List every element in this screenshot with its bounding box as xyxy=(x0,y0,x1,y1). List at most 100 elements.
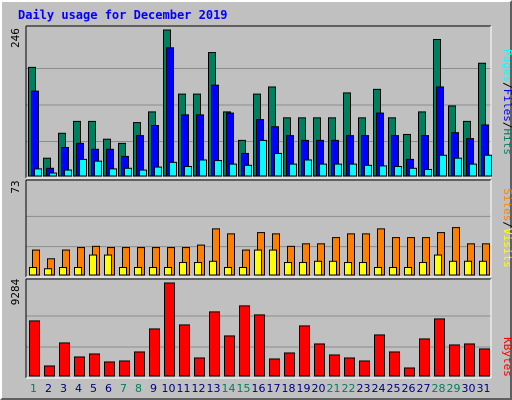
x-tick-label-22: 22 xyxy=(342,382,356,395)
x-tick-label-8: 8 xyxy=(135,382,142,395)
bar-visits-day-2 xyxy=(44,268,52,276)
bar-kbytes-day-8 xyxy=(134,351,145,377)
bar-pages-day-21 xyxy=(334,163,342,177)
x-tick-label-4: 4 xyxy=(75,382,82,395)
bar-visits-day-11 xyxy=(179,262,187,276)
bar-visits-day-15 xyxy=(239,267,247,276)
x-tick-label-10: 10 xyxy=(162,382,176,395)
bar-kbytes-day-20 xyxy=(314,343,325,377)
x-tick-label-13: 13 xyxy=(207,382,221,395)
legend-entry: Pages xyxy=(501,49,512,82)
chart-title: Daily usage for December 2019 xyxy=(18,8,228,22)
x-tick-label-25: 25 xyxy=(387,382,401,395)
bar-visits-day-3 xyxy=(59,267,67,276)
legend-entry: Sites xyxy=(501,188,512,221)
bar-kbytes-day-21 xyxy=(329,354,340,377)
bar-pages-day-6 xyxy=(109,168,117,177)
bar-kbytes-day-28 xyxy=(434,318,445,377)
legend-entry: Visits xyxy=(501,228,512,268)
bar-kbytes-day-31 xyxy=(479,348,490,377)
bar-kbytes-day-4 xyxy=(74,356,85,377)
bar-visits-day-26 xyxy=(404,267,412,276)
bar-visits-day-20 xyxy=(314,260,322,276)
bar-kbytes-day-24 xyxy=(374,334,385,377)
x-tick-label-14: 14 xyxy=(222,382,236,395)
bar-visits-day-29 xyxy=(449,260,457,276)
bar-visits-day-6 xyxy=(104,254,112,276)
x-tick-label-28: 28 xyxy=(432,382,446,395)
bar-kbytes-day-7 xyxy=(119,360,130,377)
bar-kbytes-day-16 xyxy=(254,314,265,377)
bar-pages-day-23 xyxy=(364,164,372,177)
bar-pages-day-20 xyxy=(319,163,327,177)
bar-kbytes-day-6 xyxy=(104,361,115,377)
bar-visits-day-13 xyxy=(209,260,217,276)
bar-visits-day-23 xyxy=(359,262,367,276)
bar-kbytes-day-30 xyxy=(464,343,475,377)
bar-pages-day-30 xyxy=(469,163,477,177)
bar-visits-day-12 xyxy=(194,262,202,276)
legend-entry: Files xyxy=(501,89,512,122)
x-tick-label-24: 24 xyxy=(372,382,386,395)
bar-kbytes-day-26 xyxy=(404,367,415,377)
x-tick-label-2: 2 xyxy=(45,382,52,395)
bar-pages-day-9 xyxy=(154,166,162,177)
x-tick-label-30: 30 xyxy=(462,382,476,395)
bar-pages-day-31 xyxy=(484,154,492,177)
bar-kbytes-day-12 xyxy=(194,357,205,377)
bar-files-day-10 xyxy=(166,47,174,177)
x-tick-label-20: 20 xyxy=(312,382,326,395)
x-tick-label-7: 7 xyxy=(120,382,127,395)
bar-visits-day-25 xyxy=(389,267,397,276)
x-tick-label-12: 12 xyxy=(192,382,206,395)
bar-kbytes-day-17 xyxy=(269,358,280,377)
bar-kbytes-day-15 xyxy=(239,305,250,377)
bar-kbytes-day-11 xyxy=(179,324,190,377)
bar-kbytes-day-2 xyxy=(44,365,55,377)
bar-visits-day-24 xyxy=(374,267,382,276)
bar-kbytes-day-1 xyxy=(29,320,40,377)
bar-kbytes-day-29 xyxy=(449,344,460,377)
bar-pages-day-10 xyxy=(169,161,177,177)
bar-visits-day-18 xyxy=(284,262,292,276)
x-tick-label-5: 5 xyxy=(90,382,97,395)
bar-kbytes-day-22 xyxy=(344,357,355,377)
bar-visits-day-22 xyxy=(344,262,352,276)
bar-kbytes-day-23 xyxy=(359,360,370,377)
bar-visits-day-7 xyxy=(119,267,127,276)
bar-pages-day-8 xyxy=(139,169,147,177)
y-max-label: 246 xyxy=(9,28,22,48)
bar-files-day-1 xyxy=(31,90,39,177)
bar-pages-day-13 xyxy=(214,160,222,177)
bar-visits-day-19 xyxy=(299,262,307,276)
bar-visits-day-10 xyxy=(164,267,172,276)
bar-visits-day-1 xyxy=(29,267,37,276)
x-tick-label-3: 3 xyxy=(60,382,67,395)
bar-pages-day-26 xyxy=(409,167,417,177)
legend-entry: / xyxy=(501,122,512,129)
bar-pages-day-24 xyxy=(379,165,387,177)
bar-kbytes-day-18 xyxy=(284,352,295,377)
bar-visits-day-14 xyxy=(224,267,232,276)
bar-kbytes-day-27 xyxy=(419,338,430,377)
bar-kbytes-day-9 xyxy=(149,328,160,377)
bar-pages-day-14 xyxy=(229,163,237,177)
x-tick-label-15: 15 xyxy=(237,382,251,395)
x-tick-label-29: 29 xyxy=(447,382,461,395)
bar-pages-day-22 xyxy=(349,163,357,177)
bar-pages-day-17 xyxy=(274,152,282,177)
bar-kbytes-day-5 xyxy=(89,353,100,377)
bar-pages-day-4 xyxy=(79,158,87,177)
bar-pages-day-15 xyxy=(244,164,252,177)
x-tick-label-31: 31 xyxy=(477,382,491,395)
x-tick-label-21: 21 xyxy=(327,382,341,395)
legend-entry: / xyxy=(501,82,512,89)
bar-visits-day-30 xyxy=(464,260,472,276)
bar-visits-day-17 xyxy=(269,249,277,276)
bar-pages-day-19 xyxy=(304,159,312,177)
bar-pages-day-12 xyxy=(199,159,207,177)
bar-pages-day-5 xyxy=(94,160,102,177)
bar-kbytes-day-25 xyxy=(389,351,400,377)
x-tick-label-6: 6 xyxy=(105,382,112,395)
